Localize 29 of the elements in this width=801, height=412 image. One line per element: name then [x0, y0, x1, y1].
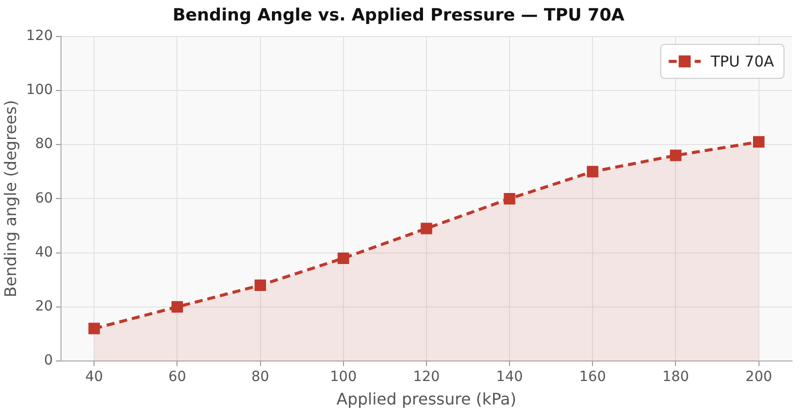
point [171, 301, 183, 313]
y-tick-label: 0 [44, 352, 53, 369]
x-axis-title: Applied pressure (kPa) [336, 390, 516, 409]
x-tick-label: 120 [413, 369, 440, 386]
y-tick-label: 60 [35, 190, 53, 206]
point [420, 222, 432, 234]
chart-title: Bending Angle vs. Applied Pressure — TPU 70A [172, 6, 626, 26]
y-tick-label: 40 [35, 244, 53, 260]
y-tick-label: 20 [35, 298, 53, 315]
point [504, 192, 516, 204]
x-tick-label: 140 [496, 369, 523, 386]
y-tick-label: 120 [26, 28, 53, 44]
x-tick-label: 40 [85, 369, 104, 386]
legend-label: TPU 70A [710, 52, 775, 70]
x-tick-label: 100 [330, 369, 357, 386]
point [670, 150, 682, 162]
point [338, 252, 350, 264]
x-tick-label: 80 [251, 369, 270, 386]
x-tick-label: 180 [662, 369, 690, 386]
x-tick-label: 60 [168, 369, 186, 386]
point [254, 280, 266, 292]
x-tick-label: 160 [579, 369, 606, 386]
point [586, 166, 598, 178]
point [753, 136, 765, 148]
x-tick-label: 200 [745, 369, 772, 386]
y-axis-title: Bending angle (degrees) [0, 100, 20, 298]
y-tick-label: 80 [35, 136, 53, 152]
point [88, 322, 100, 334]
y-tick-label: 100 [26, 82, 53, 98]
